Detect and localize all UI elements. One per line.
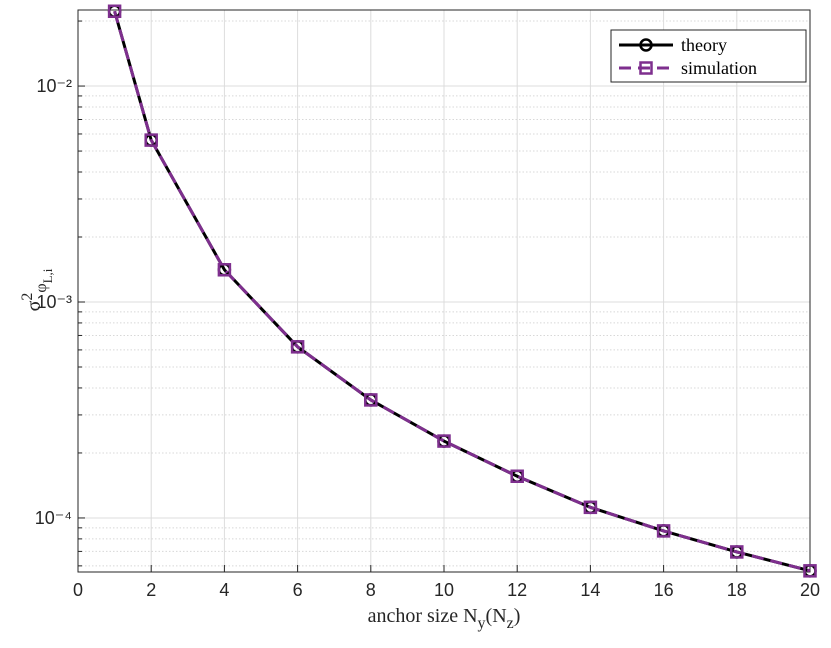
series-line	[113, 10, 811, 573]
x-tick-label: 6	[293, 580, 303, 600]
y-tick-label: 10⁻²	[36, 76, 72, 96]
y-tick-label: 10⁻⁴	[35, 508, 72, 528]
marker	[437, 434, 451, 448]
marker	[583, 500, 598, 515]
label-part: anchor size N	[368, 605, 478, 627]
series-line	[113, 10, 811, 573]
x-tick-label: 20	[800, 580, 820, 600]
marker	[730, 545, 744, 559]
label-part: σ	[23, 300, 45, 311]
legend-label: theory	[681, 35, 727, 55]
y-tick-label: 10⁻³	[36, 292, 72, 312]
marker	[510, 469, 524, 483]
x-tick-label: 18	[727, 580, 747, 600]
x-tick-label: 10	[434, 580, 454, 600]
x-tick-label: 0	[73, 580, 83, 600]
marker	[217, 263, 232, 277]
marker	[656, 524, 671, 538]
x-tick-label: 4	[219, 580, 229, 600]
marker	[639, 38, 653, 52]
x-tick-label: 2	[146, 580, 156, 600]
label-part: L,i	[40, 268, 55, 283]
x-tick-label: 12	[507, 580, 527, 600]
x-tick-label: 16	[654, 580, 674, 600]
marker	[144, 133, 158, 147]
marker	[639, 61, 653, 75]
legend-label: simulation	[681, 58, 757, 78]
label-part: z	[507, 615, 514, 632]
label-part: (N	[486, 605, 507, 627]
label-part: φ	[33, 283, 50, 292]
legend: theory simulation	[610, 29, 807, 83]
marker	[803, 564, 817, 578]
x-tick-label: 14	[580, 580, 600, 600]
x-axis-label: anchor size Ny(Nz)	[368, 605, 521, 632]
y-axis-label: σ2φL,i	[19, 268, 55, 311]
label-part: )	[514, 605, 521, 627]
label-part: 2	[19, 293, 36, 301]
marker	[107, 4, 122, 19]
x-tick-label: 8	[366, 580, 376, 600]
marker	[290, 340, 305, 354]
plot-frame	[77, 9, 811, 573]
label-part: y	[478, 615, 486, 632]
marker	[364, 393, 378, 407]
